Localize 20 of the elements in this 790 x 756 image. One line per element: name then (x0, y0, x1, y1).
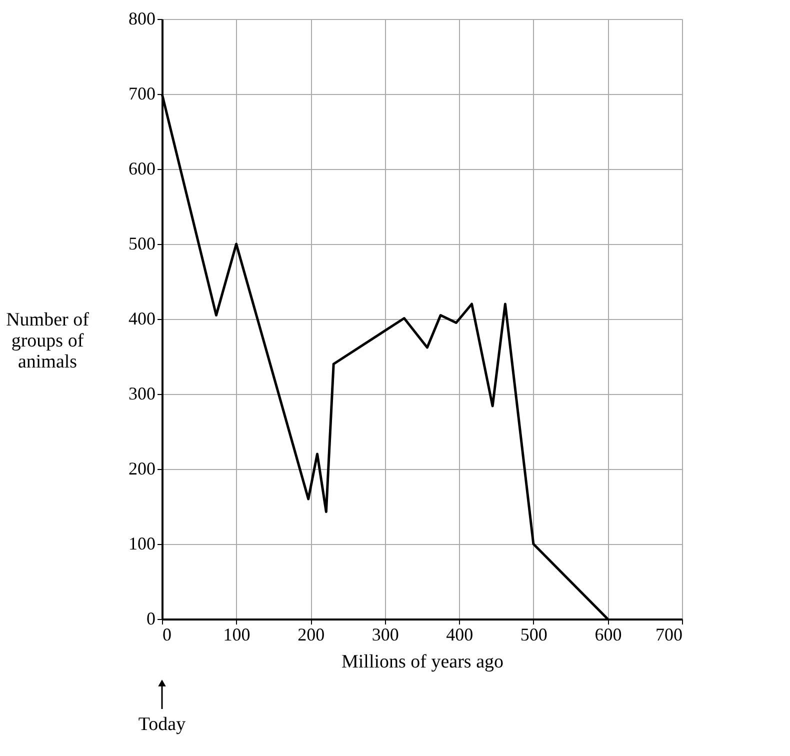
x-tick-label: 200 (298, 624, 325, 644)
y-tick-label: 100 (128, 534, 156, 554)
y-tick-label: 500 (128, 234, 156, 254)
x-tick-label: 600 (594, 624, 622, 644)
x-axis-title: Millions of years ago (341, 652, 504, 672)
text: Today (138, 714, 186, 735)
y-tick-label: 400 (128, 308, 156, 328)
x-tick-label: 0 (162, 624, 172, 644)
y-tick-label: 700 (128, 84, 156, 104)
y-tick-label: 800 (128, 8, 156, 28)
y-tick-label: 600 (128, 158, 156, 178)
y-tick-label: 300 (128, 384, 156, 404)
y-axis-title: Number of groups of animals (6, 310, 90, 372)
x-tick-label: 100 (223, 624, 250, 644)
x-tick-label: 700 (656, 624, 682, 644)
y-tick-label: 0 (146, 608, 156, 628)
x-tick-label: 300 (372, 624, 399, 644)
y-tick-label: 200 (128, 458, 156, 478)
x-tick-label: 500 (520, 624, 548, 644)
x-tick-label: 400 (446, 624, 474, 644)
